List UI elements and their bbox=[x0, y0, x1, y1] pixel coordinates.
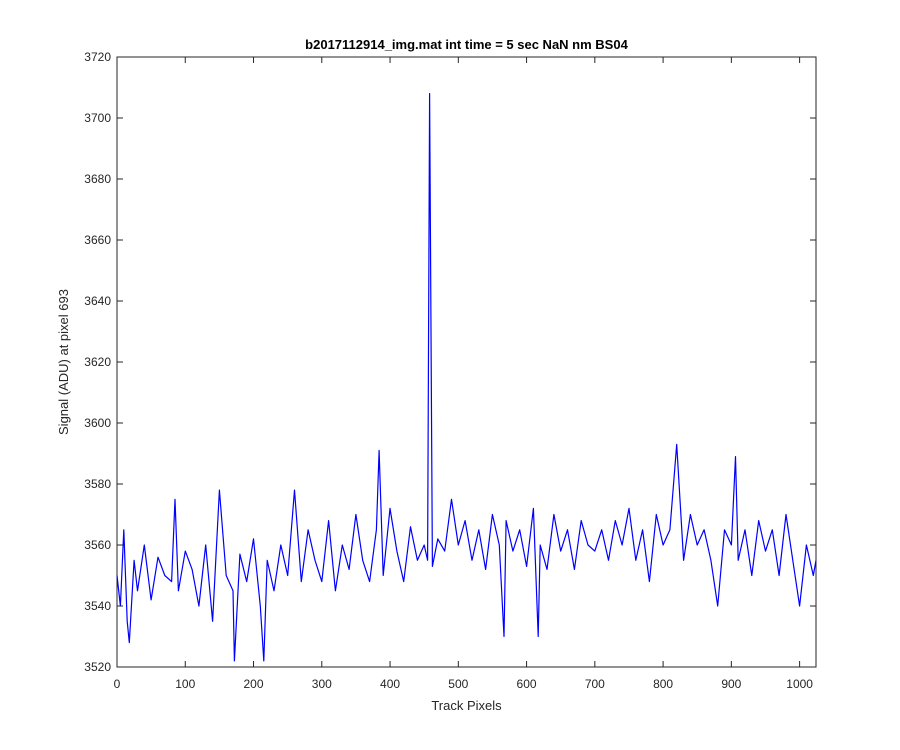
x-tick-label: 600 bbox=[517, 677, 537, 691]
x-tick-label: 300 bbox=[312, 677, 332, 691]
x-tick-label: 800 bbox=[653, 677, 673, 691]
x-tick-label: 200 bbox=[244, 677, 264, 691]
series-line-0 bbox=[116, 92, 817, 662]
y-tick-label: 3620 bbox=[84, 355, 111, 369]
y-tick-label: 3660 bbox=[84, 233, 111, 247]
x-tick-label: 100 bbox=[175, 677, 195, 691]
x-tick-label: 0 bbox=[114, 677, 121, 691]
y-axis: 3520 3540 3560 3580 3600 3620 3640 3660 3680 3700… bbox=[84, 50, 816, 674]
y-axis-label: Signal (ADU) at pixel 693 bbox=[56, 289, 71, 435]
x-tick-label: 400 bbox=[380, 677, 400, 691]
x-tick-label: 700 bbox=[585, 677, 605, 691]
y-tick-label: 3600 bbox=[84, 416, 111, 430]
plot-area bbox=[116, 56, 817, 668]
y-tick-label: 3720 bbox=[84, 50, 111, 64]
y-tick-label: 3700 bbox=[84, 111, 111, 125]
y-tick-label: 3640 bbox=[84, 294, 111, 308]
y-tick-label: 3580 bbox=[84, 477, 111, 491]
chart-title: b2017112914_img.mat int time = 5 sec NaN… bbox=[305, 37, 628, 52]
x-tick-label: 500 bbox=[448, 677, 468, 691]
y-tick-label: 3540 bbox=[84, 599, 111, 613]
y-tick-label: 3520 bbox=[84, 660, 111, 674]
y-tick-label: 3680 bbox=[84, 172, 111, 186]
x-axis: 0 100 200 300 400 500 600 700 800 900 1000 bbox=[114, 57, 813, 691]
plot-frame bbox=[116, 56, 817, 668]
x-tick-label: 900 bbox=[721, 677, 741, 691]
x-tick-label: 1000 bbox=[786, 677, 813, 691]
y-tick-label: 3560 bbox=[84, 538, 111, 552]
x-axis-label: Track Pixels bbox=[431, 698, 502, 713]
